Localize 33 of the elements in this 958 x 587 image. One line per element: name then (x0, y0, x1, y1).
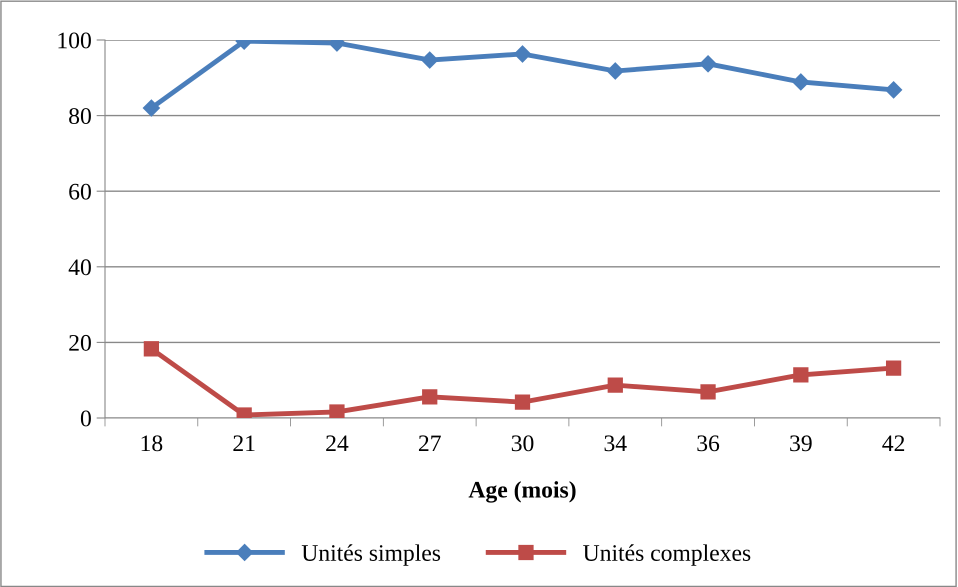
point (142, 99, 160, 117)
x-tick-label: 18 (142, 435, 162, 452)
point (886, 360, 902, 376)
legend-label: Unités simples (302, 544, 440, 566)
point (700, 384, 716, 400)
point (421, 51, 438, 69)
point (514, 394, 530, 410)
point (329, 404, 345, 418)
y-tick-label: 20 (69, 334, 91, 351)
x-tick-label: 34 (604, 435, 627, 452)
x-tick-label: 36 (697, 435, 720, 452)
legend-label: Unités complexes (583, 544, 750, 566)
point (606, 62, 624, 80)
point (793, 367, 808, 383)
x-tick-label: 39 (790, 435, 812, 452)
x-tick-label: 24 (326, 435, 348, 452)
x-tick-label: 42 (882, 435, 904, 452)
point (792, 73, 810, 91)
point (144, 341, 160, 356)
x-tick-label: 21 (233, 435, 255, 452)
y-tick-label: 100 (58, 32, 91, 48)
x-axis-title: Age (mois) (468, 481, 576, 503)
y-tick-label: 0 (80, 410, 91, 426)
y-tick-label: 40 (68, 259, 91, 276)
y-tick-label: 60 (69, 184, 91, 200)
x-tick-label: 27 (418, 435, 441, 452)
x-tick-label: 30 (512, 435, 534, 452)
point (514, 45, 532, 63)
point (608, 377, 623, 393)
point (422, 389, 438, 404)
point (885, 81, 902, 98)
point (700, 55, 717, 72)
y-tick-label: 80 (69, 108, 91, 124)
